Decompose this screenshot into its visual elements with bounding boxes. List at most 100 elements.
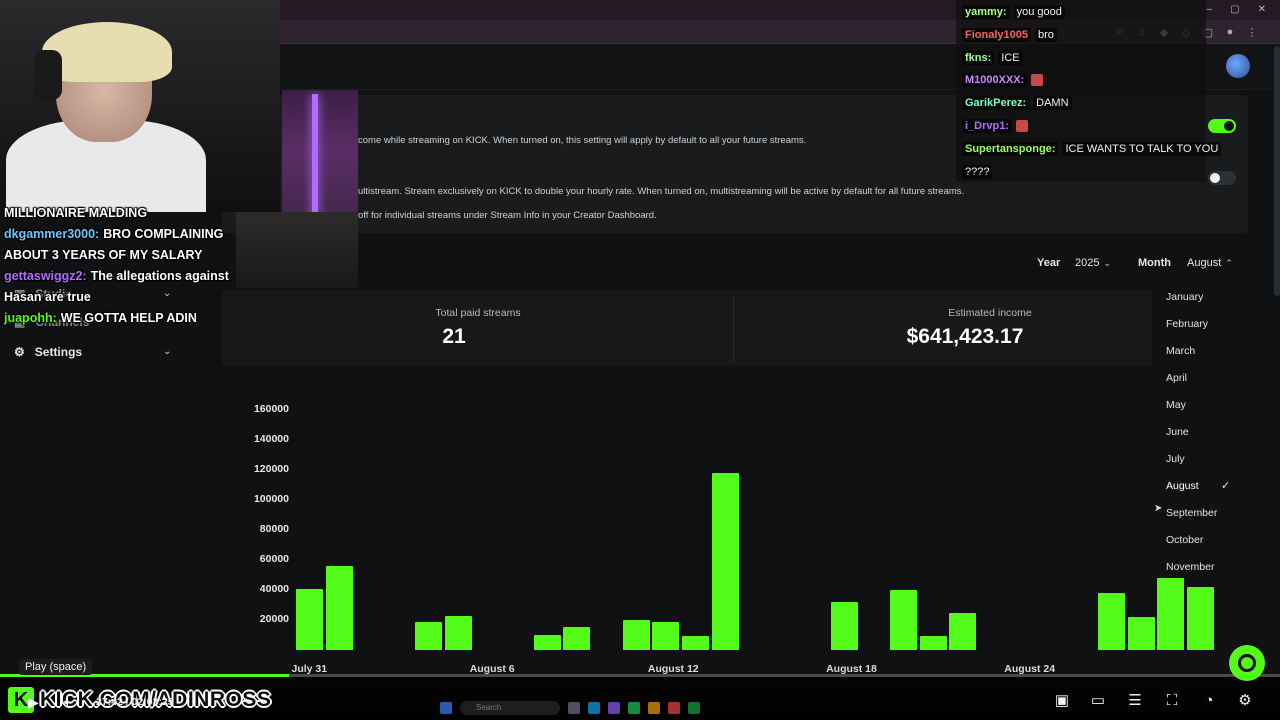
- gear-icon[interactable]: ⚙: [1238, 692, 1252, 709]
- month-label: Month: [1138, 257, 1171, 269]
- kick-logo-icon: K: [8, 687, 34, 713]
- x-tick-label: July 31: [291, 663, 328, 675]
- app-icon[interactable]: [668, 702, 680, 714]
- chat-username[interactable]: GarikPerez:: [962, 96, 1030, 111]
- chart-bar[interactable]: [890, 590, 917, 650]
- check-icon: ✓: [1221, 480, 1231, 492]
- start-icon[interactable]: [440, 702, 452, 714]
- app-icon[interactable]: [688, 702, 700, 714]
- chart-bar[interactable]: [533, 635, 561, 650]
- month-option-july[interactable]: July: [1166, 453, 1185, 465]
- sidebar-item-settings[interactable]: ⚙ Settings: [14, 345, 82, 359]
- y-tick-label: 40000: [259, 583, 289, 595]
- year-select[interactable]: 2025 ⌄: [1075, 257, 1111, 269]
- chart-bar[interactable]: [622, 620, 650, 650]
- month-option-november[interactable]: November: [1166, 561, 1215, 573]
- chat-username[interactable]: dkgammer3000:: [4, 227, 100, 241]
- captions-icon[interactable]: ☰: [1128, 692, 1142, 709]
- theater-icon[interactable]: ▭: [1090, 692, 1106, 709]
- chat-text: DAMN: [1033, 96, 1072, 111]
- chart-bar[interactable]: [563, 626, 591, 650]
- progress-fill: [0, 674, 290, 677]
- avatar[interactable]: [1226, 54, 1250, 78]
- app-icon[interactable]: [588, 702, 600, 714]
- month-select[interactable]: August ⌃: [1187, 257, 1233, 269]
- month-option-february[interactable]: February: [1166, 318, 1209, 330]
- chat-text: bro: [1034, 27, 1057, 42]
- month-option-april[interactable]: April: [1166, 372, 1188, 384]
- chat-text: ABOUT 3 YEARS OF MY SALARY: [4, 248, 203, 262]
- chart-bar[interactable]: [711, 473, 739, 650]
- app-icon[interactable]: [628, 702, 640, 714]
- chat-message: Supertansponge: ICE WANTS TO TALK TO YOU: [962, 141, 1222, 156]
- chevron-down-icon: ⌄: [1103, 258, 1112, 268]
- chat-username[interactable]: fkns:: [962, 50, 995, 65]
- chat-username[interactable]: Supertansponge:: [962, 141, 1059, 156]
- speed-icon[interactable]: ◔: [1204, 692, 1214, 709]
- chart-bar[interactable]: [414, 622, 442, 650]
- chevron-down-icon[interactable]: ⌄: [163, 288, 172, 299]
- volume-icon[interactable]: 🔈︎: [64, 694, 72, 709]
- month-option-march[interactable]: March: [1166, 345, 1196, 357]
- help-button[interactable]: [1229, 645, 1265, 681]
- month-option-june[interactable]: June: [1166, 426, 1189, 438]
- month-option-may[interactable]: May: [1166, 399, 1186, 411]
- chevron-up-icon: ⌃: [1225, 258, 1233, 268]
- chat-message: GarikPerez: DAMN: [962, 96, 1072, 111]
- sidepanel-icon[interactable]: ▢: [1202, 27, 1214, 39]
- chevron-down-icon[interactable]: ⌄: [163, 346, 172, 357]
- profile-icon[interactable]: ●: [1226, 26, 1234, 38]
- maximize-button[interactable]: ▢: [1230, 4, 1240, 15]
- fullscreen-icon[interactable]: ⛶: [1166, 692, 1178, 709]
- chat-username[interactable]: Fionaly1005: [962, 27, 1031, 42]
- chat-text: MILLIONAIRE MALDING: [4, 206, 148, 220]
- chart-bar[interactable]: [296, 588, 323, 650]
- chart-bar[interactable]: [1127, 617, 1155, 650]
- studio-icon: ▣: [14, 287, 26, 301]
- chat-text: ????: [962, 164, 993, 179]
- play-button[interactable]: ▶: [28, 694, 39, 710]
- taskbar-search[interactable]: Search: [460, 701, 560, 715]
- chart-bar[interactable]: [325, 566, 353, 650]
- timecode: 27:42 / 02:03:25: [96, 696, 174, 708]
- menu-icon[interactable]: ⋮: [1246, 27, 1258, 39]
- app-icon[interactable]: [568, 702, 580, 714]
- app-icon[interactable]: [648, 702, 660, 714]
- chart-bar[interactable]: [652, 621, 680, 650]
- x-tick-label: August 12: [647, 663, 699, 675]
- month-option-january[interactable]: January: [1166, 291, 1204, 303]
- minimize-button[interactable]: –: [1206, 4, 1213, 15]
- chart-bar[interactable]: [682, 635, 710, 650]
- app-icon[interactable]: [608, 702, 620, 714]
- chat-username[interactable]: i_Drvp1:: [962, 119, 1013, 133]
- sidebar-item-studio[interactable]: ▣ Studio: [14, 287, 73, 301]
- mouse-cursor-icon: ➤: [1154, 503, 1163, 514]
- y-tick-label: 140000: [253, 433, 289, 445]
- chat-message: ABOUT 3 YEARS OF MY SALARY: [4, 248, 202, 262]
- chart-bar[interactable]: [919, 635, 947, 650]
- multistream-toggle[interactable]: [1208, 171, 1236, 185]
- chat-username[interactable]: juapohh:: [4, 311, 57, 325]
- scrollbar[interactable]: [1274, 46, 1280, 296]
- chart-bar[interactable]: [949, 613, 977, 650]
- paid-streams-toggle[interactable]: [1208, 119, 1236, 133]
- chat-username[interactable]: M1000XXX:: [962, 73, 1028, 88]
- chart-bar[interactable]: [444, 616, 472, 650]
- chart-bar[interactable]: [1157, 578, 1185, 650]
- chart-bar[interactable]: [1187, 587, 1214, 650]
- chart-bar[interactable]: [1097, 593, 1125, 650]
- miniplayer-icon[interactable]: ▣: [1054, 692, 1070, 709]
- chart-bar[interactable]: [830, 602, 858, 650]
- progress-track[interactable]: [0, 674, 1280, 677]
- webcam-feed: [0, 0, 280, 212]
- month-option-september[interactable]: September: [1166, 507, 1218, 519]
- chat-username[interactable]: yammy:: [962, 5, 1010, 19]
- sidebar-item-channels[interactable]: ▦ Channels: [14, 315, 89, 329]
- chat-message: dkgammer3000: BRO COMPLAINING: [4, 227, 223, 241]
- close-button[interactable]: ✕: [1257, 4, 1266, 15]
- month-option-august[interactable]: August: [1166, 480, 1199, 492]
- month-value: August: [1187, 257, 1222, 269]
- month-option-october[interactable]: October: [1166, 534, 1204, 546]
- chat-username[interactable]: gettaswiggz2:: [4, 269, 87, 283]
